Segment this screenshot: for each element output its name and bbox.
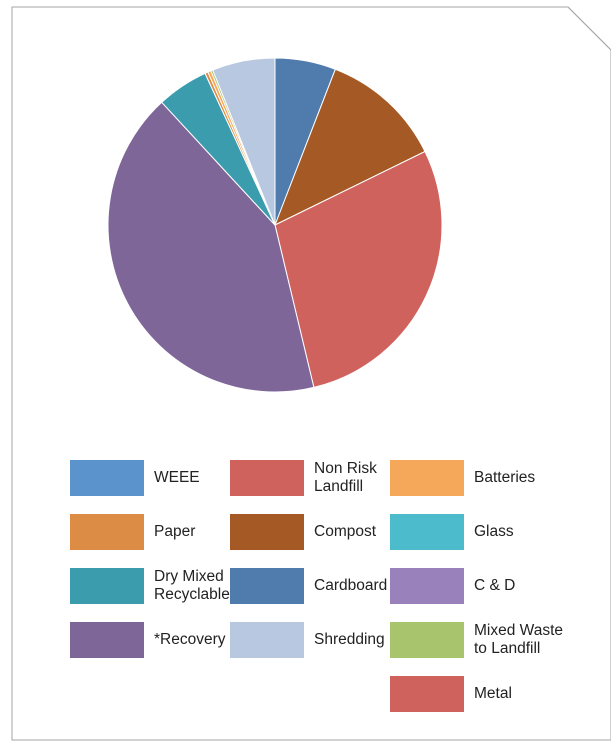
legend-item: WEEE bbox=[70, 460, 200, 496]
legend-swatch bbox=[390, 514, 464, 550]
legend-label: Mixed Waste to Landfill bbox=[474, 622, 564, 657]
legend-swatch bbox=[230, 514, 304, 550]
legend-swatch bbox=[390, 460, 464, 496]
legend-swatch bbox=[230, 460, 304, 496]
legend-item: Batteries bbox=[390, 460, 535, 496]
legend-item: *Recovery bbox=[70, 622, 226, 658]
legend-item: Cardboard bbox=[230, 568, 387, 604]
legend-label: Batteries bbox=[474, 469, 536, 486]
legend-label: Non Risk Landfill bbox=[314, 460, 377, 495]
legend-swatch bbox=[70, 568, 144, 604]
legend-item: Paper bbox=[70, 514, 195, 550]
pie-slice-compost bbox=[274, 68, 426, 227]
pie-slice-shredding bbox=[212, 57, 276, 226]
legend-item: Glass bbox=[390, 514, 514, 550]
legend-label: C & D bbox=[474, 577, 516, 594]
legend-swatch bbox=[230, 568, 304, 604]
legend-label: Dry Mixed Recyclables bbox=[154, 568, 238, 603]
legend-label: Shredding bbox=[314, 631, 385, 648]
legend-label: Metal bbox=[474, 685, 512, 702]
legend-swatch bbox=[390, 622, 464, 658]
legend-swatch bbox=[390, 676, 464, 712]
legend-label: Cardboard bbox=[314, 577, 388, 594]
legend-swatch bbox=[70, 622, 144, 658]
legend-swatch bbox=[70, 514, 144, 550]
pie-slice-non-risk-landfill bbox=[274, 150, 443, 389]
legend-item: Shredding bbox=[230, 622, 385, 658]
legend-item: Metal bbox=[390, 676, 512, 712]
legend-item: C & D bbox=[390, 568, 515, 604]
legend-item: Non Risk Landfill bbox=[230, 460, 377, 496]
legend-label: Compost bbox=[314, 523, 377, 540]
legend-label: WEEE bbox=[154, 469, 200, 486]
legend-swatch bbox=[390, 568, 464, 604]
pie-slice-recovery bbox=[107, 101, 315, 393]
legend-swatch bbox=[70, 460, 144, 496]
legend-label: *Recovery bbox=[154, 631, 226, 648]
legend-item: Dry Mixed Recyclables bbox=[70, 568, 238, 604]
legend-label: Glass bbox=[474, 523, 514, 540]
legend-label: Paper bbox=[154, 523, 196, 540]
legend-swatch bbox=[230, 622, 304, 658]
legend-item: Mixed Waste to Landfill bbox=[390, 622, 563, 658]
legend-item: Compost bbox=[230, 514, 376, 550]
